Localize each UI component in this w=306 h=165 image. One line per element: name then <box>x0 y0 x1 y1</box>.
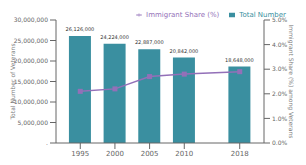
svg-text:22,887,000: 22,887,000 <box>135 39 164 45</box>
svg-text:20,842,000: 20,842,000 <box>170 48 199 54</box>
svg-text:Immigrant Share (%) among Vete: Immigrant Share (%) among Veterans <box>287 25 295 139</box>
svg-text:0.0%: 0.0% <box>272 139 288 146</box>
svg-text:2018: 2018 <box>231 150 249 157</box>
svg-text:2000: 2000 <box>106 150 124 157</box>
svg-text:2005: 2005 <box>141 150 159 157</box>
svg-text:Total Number of Veterans: Total Number of Veterans <box>9 43 16 120</box>
svg-text:1995: 1995 <box>71 150 89 157</box>
svg-text:18,648,000: 18,648,000 <box>225 57 254 63</box>
svg-text:20,000,000: 20,000,000 <box>14 57 49 64</box>
svg-text:15,000,000: 15,000,000 <box>14 78 49 85</box>
svg-text:.: . <box>46 139 48 146</box>
svg-text:10,000,000: 10,000,000 <box>14 98 49 105</box>
svg-text:5,000,000: 5,000,000 <box>17 119 48 126</box>
svg-text:1.0%: 1.0% <box>272 115 288 122</box>
svg-text:26,126,000: 26,126,000 <box>66 26 95 32</box>
svg-text:2010: 2010 <box>175 150 193 157</box>
svg-text:2.0%: 2.0% <box>272 90 288 97</box>
svg-text:30,000,000: 30,000,000 <box>14 16 49 23</box>
svg-text:4.0%: 4.0% <box>272 41 288 48</box>
svg-text:25,000,000: 25,000,000 <box>14 37 49 44</box>
svg-text:24,224,000: 24,224,000 <box>100 34 129 40</box>
svg-text:5.0%: 5.0% <box>272 16 288 23</box>
svg-text:3.0%: 3.0% <box>272 65 288 72</box>
